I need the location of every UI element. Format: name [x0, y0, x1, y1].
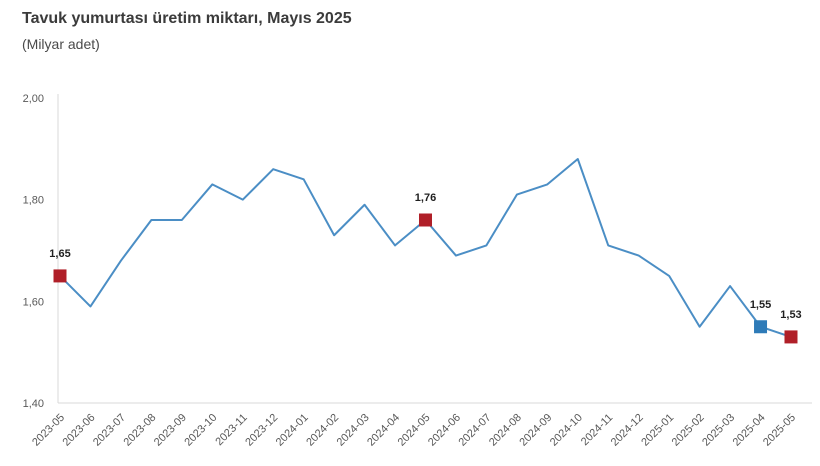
data-point-marker	[53, 269, 67, 283]
x-tick-label: 2023-12	[243, 412, 280, 449]
x-tick-label: 2024-10	[548, 412, 585, 449]
x-tick-label: 2024-01	[274, 412, 311, 449]
x-tick-label: 2025-03	[700, 412, 737, 449]
data-point-marker	[754, 320, 768, 334]
x-tick-label: 2023-05	[30, 412, 67, 449]
x-tick-label: 2024-02	[304, 412, 341, 449]
chart-title: Tavuk yumurtası üretim miktarı, Mayıs 20…	[22, 10, 352, 27]
y-tick-label: 1,60	[23, 296, 44, 308]
y-tick-label: 1,40	[23, 398, 44, 410]
data-point-marker	[784, 330, 798, 344]
x-tick-label: 2023-07	[91, 412, 128, 449]
data-point-label: 1,65	[49, 248, 70, 260]
y-tick-label: 2,00	[23, 93, 44, 105]
y-tick-label: 1,80	[23, 195, 44, 207]
chart-subtitle: (Milyar adet)	[22, 36, 100, 52]
x-tick-label: 2023-08	[121, 412, 158, 449]
x-tick-label: 2025-01	[639, 412, 676, 449]
x-tick-label: 2024-06	[426, 412, 463, 449]
x-tick-label: 2025-02	[670, 412, 707, 449]
x-tick-label: 2024-09	[517, 412, 554, 449]
data-point-label: 1,76	[415, 192, 436, 204]
series-line	[59, 158, 792, 338]
x-tick-label: 2024-05	[396, 412, 433, 449]
x-tick-label: 2024-03	[335, 412, 372, 449]
x-tick-label: 2024-04	[365, 412, 402, 449]
x-tick-label: 2024-12	[609, 412, 646, 449]
x-tick-label: 2023-06	[61, 412, 98, 449]
x-tick-label: 2024-07	[456, 412, 493, 449]
data-point-label: 1,55	[750, 299, 771, 311]
x-tick-label: 2025-05	[761, 412, 798, 449]
x-tick-label: 2023-10	[182, 412, 219, 449]
x-tick-label: 2024-08	[487, 412, 524, 449]
data-point-marker	[418, 213, 432, 227]
x-tick-label: 2025-04	[731, 412, 768, 449]
x-tick-label: 2023-09	[152, 412, 189, 449]
data-point-label: 1,53	[780, 309, 801, 321]
